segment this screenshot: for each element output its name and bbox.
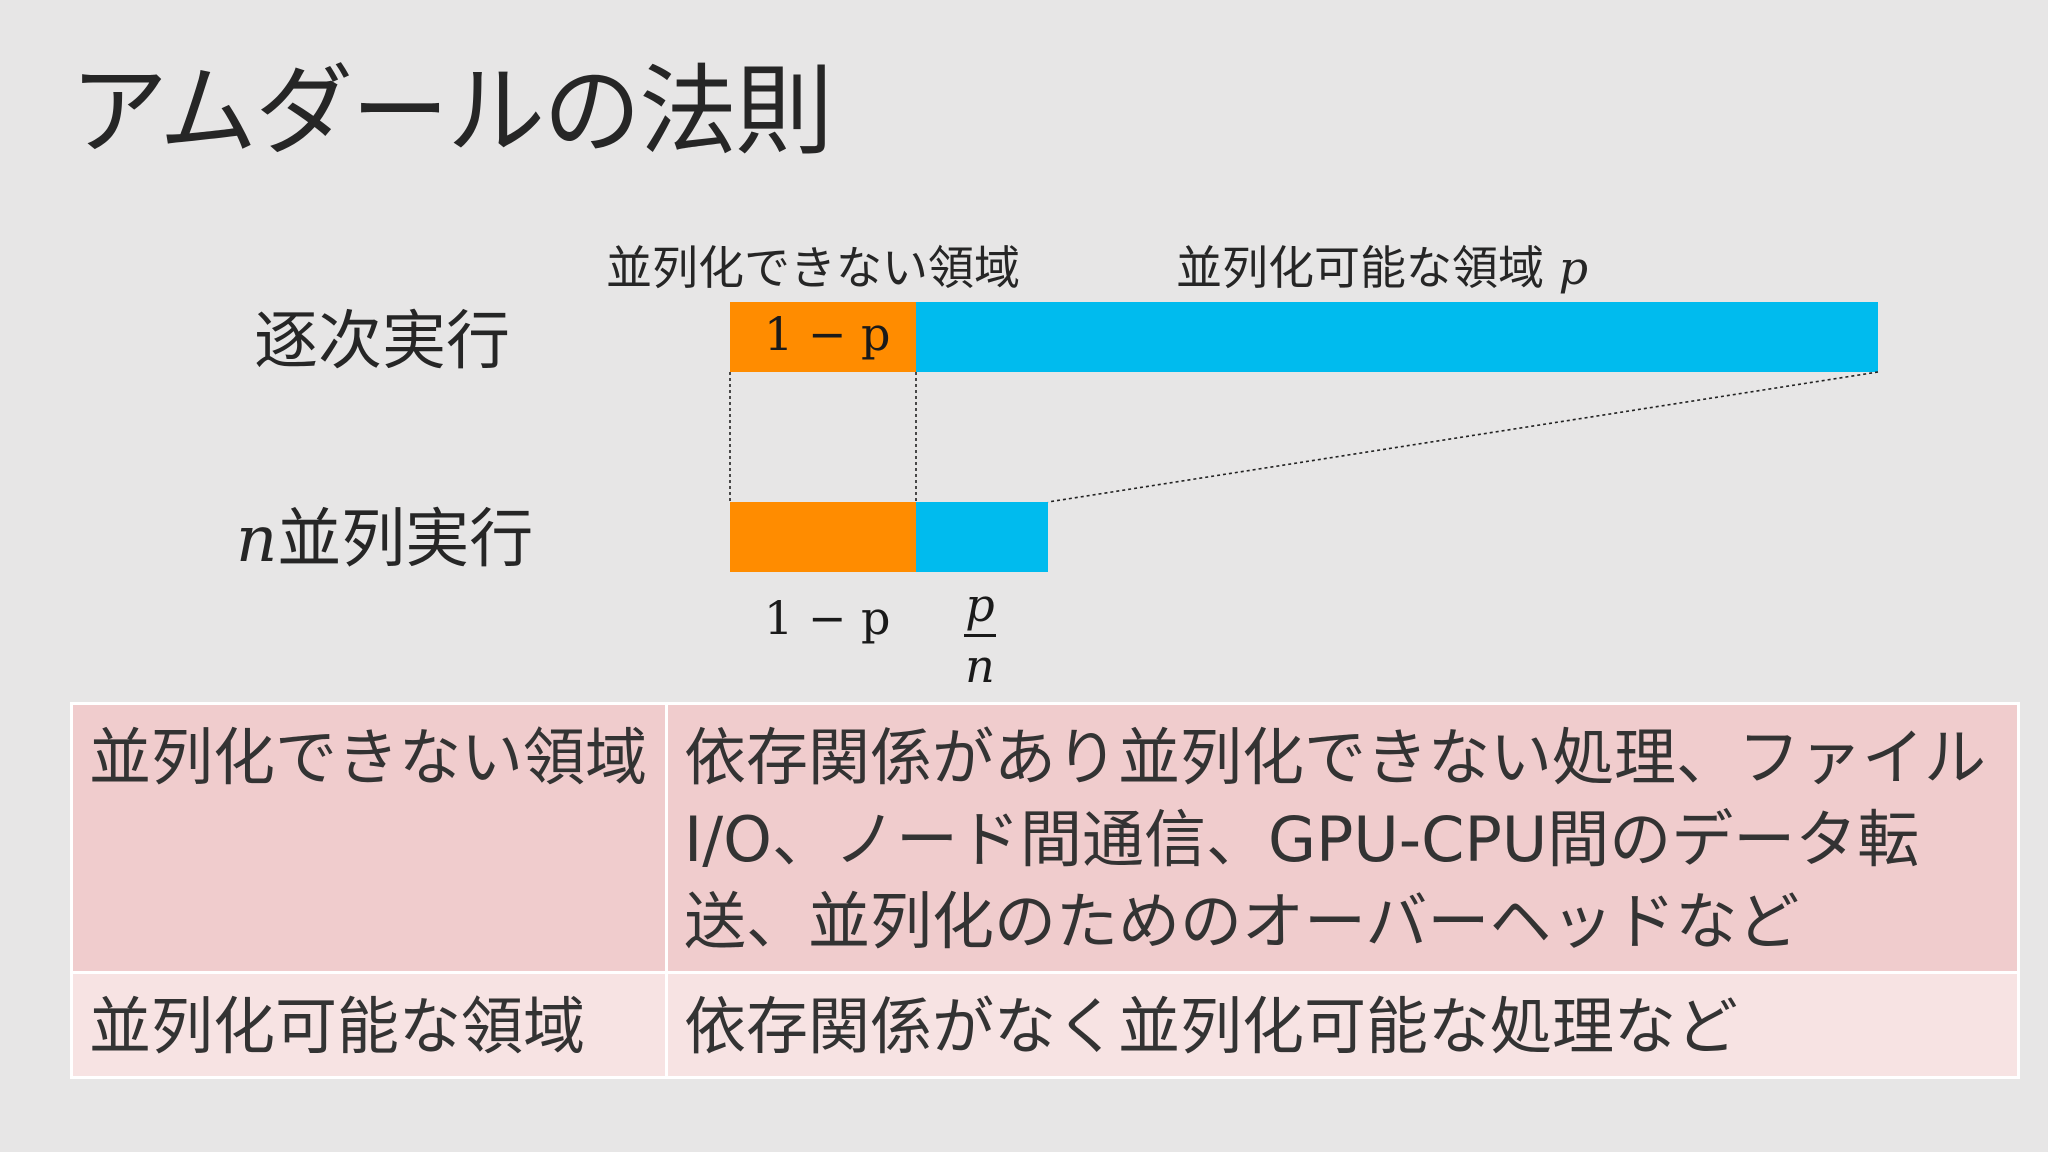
fraction-numerator: p (965, 578, 995, 632)
table-cell-region: 並列化可能な領域 (70, 971, 668, 1079)
slide-title: アムダールの法則 (70, 55, 833, 169)
serial-non-parallel-bar (730, 302, 916, 372)
parallel-region-label: 並列化可能な領域 (1176, 241, 1544, 295)
parallel-parallel-bar (916, 502, 1048, 572)
region-description-table: 並列化できない領域 依存関係があり並列化できない処理、ファイルI/O、ノード間通… (70, 702, 2020, 1079)
parallel-non-parallel-bar (730, 502, 916, 572)
table-row: 並列化できない領域 依存関係があり並列化できない処理、ファイルI/O、ノード間通… (70, 702, 2020, 974)
table-cell-description: 依存関係がなく並列化可能な処理など (665, 971, 2020, 1079)
amdahl-diagram: 並列化できない領域 並列化可能な領域 p 逐次実行 n並列実行 1 − p 1 … (236, 240, 1879, 693)
parallel-region-label-group: 並列化可能な領域 p (1176, 240, 1588, 296)
guide-line-diagonal (1047, 371, 1879, 503)
parallel-region-variable: p (1558, 241, 1589, 295)
guide-lines (729, 371, 1879, 503)
serial-parallel-bar (916, 302, 1878, 372)
parallel-non-parallel-fraction: 1 − p (764, 591, 891, 645)
parallel-execution-label: 並列実行 (277, 503, 534, 577)
parallel-execution-label-group: n並列実行 (236, 500, 533, 580)
p-over-n-fraction: p n (950, 578, 1010, 693)
fraction-bar (964, 634, 996, 637)
table-cell-region: 並列化できない領域 (70, 702, 668, 974)
non-parallel-region-label: 並列化できない領域 (606, 241, 1020, 295)
parallel-count-variable: n (236, 503, 278, 577)
table-row: 並列化可能な領域 依存関係がなく並列化可能な処理など (70, 971, 2020, 1079)
table-cell-description: 依存関係があり並列化できない処理、ファイルI/O、ノード間通信、GPU-CPU間… (665, 702, 2020, 974)
fraction-denominator: n (965, 639, 995, 693)
serial-non-parallel-fraction: 1 − p (764, 307, 891, 361)
serial-execution-label: 逐次実行 (254, 305, 510, 379)
